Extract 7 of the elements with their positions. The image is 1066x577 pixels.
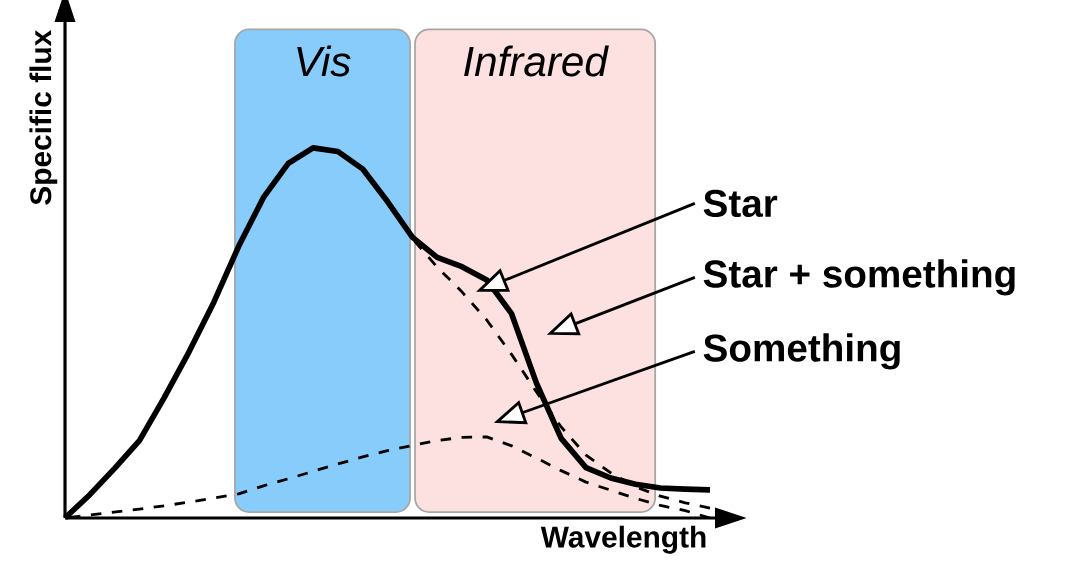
annotation: Star + something [703, 259, 1015, 296]
x-axis-title: Wavelength [540, 525, 706, 554]
annotation: Something [703, 333, 900, 370]
text: Vis [297, 45, 351, 77]
text: Infrared [464, 45, 609, 77]
annotation: Star [703, 189, 778, 218]
y-axis-title: Specific flux [29, 29, 58, 205]
